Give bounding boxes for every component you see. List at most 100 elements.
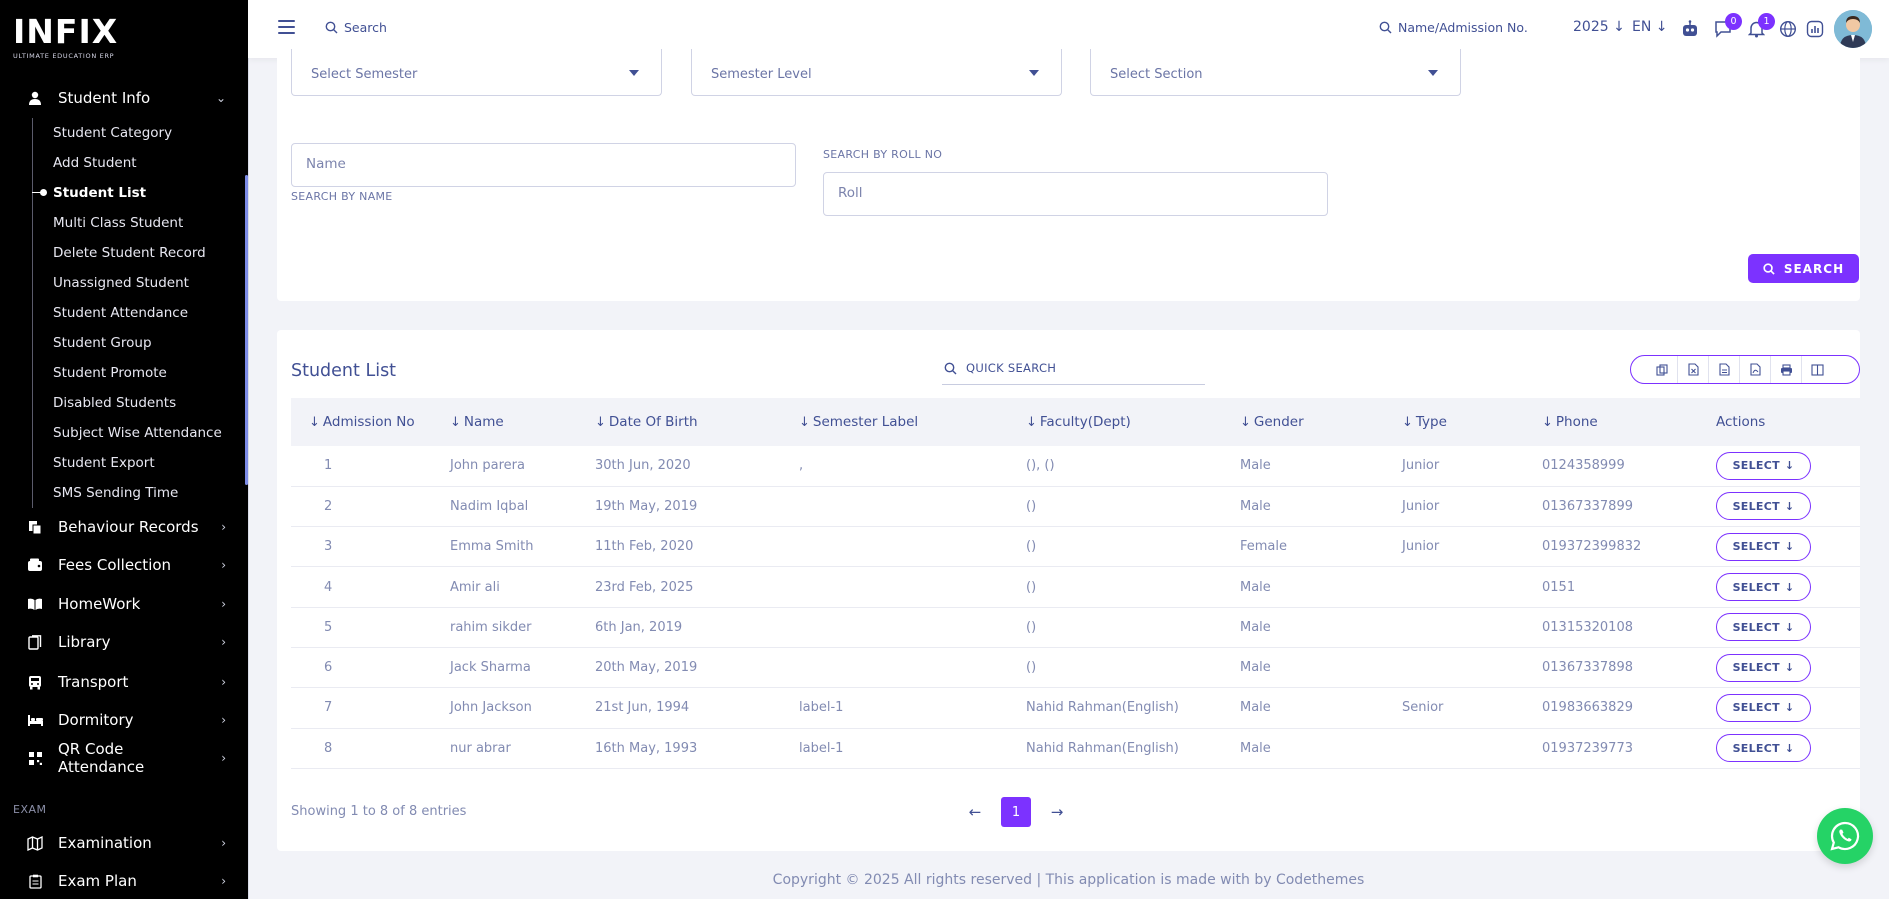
- caret-down-icon: [1428, 70, 1438, 76]
- roll-input[interactable]: Roll: [823, 172, 1328, 216]
- cell-fac: (): [1026, 526, 1240, 568]
- select-action-button[interactable]: SELECT ↓: [1716, 693, 1811, 722]
- column-header[interactable]: ↓ Type: [1402, 398, 1542, 446]
- sidebar-item-dormitory[interactable]: Dormitory ›: [26, 709, 226, 731]
- language-selector[interactable]: EN ↓: [1632, 19, 1668, 35]
- section-select[interactable]: Select Section: [1090, 49, 1461, 96]
- behaviour-icon: [26, 518, 44, 536]
- arrow-down-icon: ↓: [1784, 741, 1795, 755]
- print-icon[interactable]: [1771, 356, 1802, 383]
- year-selector[interactable]: 2025 ↓: [1573, 19, 1625, 35]
- sidebar-subitem[interactable]: Student Export: [53, 455, 155, 471]
- sidebar-subitem[interactable]: Student Category: [53, 125, 173, 141]
- sidebar-subitem[interactable]: Student Attendance: [53, 305, 189, 321]
- analytics-icon[interactable]: [1805, 19, 1825, 39]
- column-header[interactable]: ↓ Date Of Birth: [595, 398, 799, 446]
- sidebar-subitem[interactable]: Student Group: [53, 335, 152, 351]
- sidebar-item-transport[interactable]: Transport ›: [26, 671, 226, 693]
- sidebar-subitem[interactable]: Student Promote: [53, 365, 167, 381]
- search-button[interactable]: SEARCH: [1748, 254, 1859, 283]
- select-action-button[interactable]: SELECT ↓: [1716, 492, 1811, 521]
- pdf-icon[interactable]: [1740, 356, 1771, 383]
- cell-name: rahim sikder: [450, 607, 595, 648]
- cell-gender: Male: [1240, 607, 1402, 648]
- sidebar-item-fees-collection[interactable]: Fees Collection ›: [26, 554, 226, 576]
- sidebar-subitem[interactable]: Multi Class Student: [53, 215, 184, 231]
- sidebar-item-homework[interactable]: HomeWork ›: [26, 593, 226, 615]
- export-button-group: [1630, 355, 1860, 384]
- cell-adm: 6: [291, 647, 450, 689]
- select-action-button[interactable]: SELECT ↓: [1716, 451, 1811, 480]
- sidebar-item-behaviour-records[interactable]: Behaviour Records ›: [26, 516, 226, 538]
- sidebar-subitem[interactable]: Subject Wise Attendance: [53, 425, 222, 441]
- sidebar-subitem[interactable]: Unassigned Student: [53, 275, 189, 291]
- column-header[interactable]: ↓ Faculty(Dept): [1026, 398, 1240, 446]
- cell-dob: 19th May, 2019: [595, 486, 799, 528]
- wallet-icon: [26, 556, 44, 574]
- cell-adm: 7: [291, 687, 450, 729]
- cell-fac: (): [1026, 486, 1240, 528]
- copy-icon[interactable]: [1647, 356, 1678, 383]
- select-action-label: SELECT: [1732, 741, 1780, 755]
- cell-phone: 01315320108: [1542, 607, 1707, 648]
- cell-adm: 3: [291, 526, 450, 568]
- select-action-button[interactable]: SELECT ↓: [1716, 613, 1811, 642]
- next-page-icon[interactable]: →: [1050, 803, 1064, 821]
- semester-level-select[interactable]: Semester Level: [691, 49, 1062, 96]
- cell-type: [1402, 566, 1542, 608]
- criteria-card: Select Semester Semester Level Select Se…: [277, 49, 1860, 301]
- table-row: 1 John parera 30th Jun, 2020, (), () Male Jun…: [291, 446, 1860, 487]
- sidebar-subitem[interactable]: Add Student: [53, 155, 137, 171]
- arrow-down-icon: ↓: [1655, 19, 1668, 35]
- sidebar-item-qr-code-attendance[interactable]: QR Code Attendance ›: [26, 740, 226, 776]
- admission-search[interactable]: Name/Admission No.: [1379, 20, 1528, 35]
- roll-input-placeholder: Roll: [838, 185, 863, 201]
- csv-icon[interactable]: [1709, 356, 1740, 383]
- cell-name: John Jackson: [450, 687, 595, 729]
- user-avatar[interactable]: [1834, 10, 1872, 48]
- column-header[interactable]: ↓ Gender: [1240, 398, 1402, 446]
- column-header-label: Date Of Birth: [608, 414, 698, 430]
- prev-page-icon[interactable]: ←: [968, 803, 982, 821]
- semester-select[interactable]: Select Semester: [291, 49, 662, 96]
- whatsapp-icon[interactable]: [1817, 808, 1873, 864]
- select-action-button[interactable]: SELECT ↓: [1716, 653, 1811, 682]
- columns-icon[interactable]: [1802, 356, 1833, 383]
- sidebar-item-exam-plan[interactable]: Exam Plan ›: [26, 870, 226, 892]
- column-header[interactable]: ↓ Semester Label: [799, 398, 1026, 446]
- select-action-button[interactable]: SELECT ↓: [1716, 573, 1811, 602]
- sidebar-scrollbar[interactable]: [245, 175, 248, 485]
- cell-gender: Female: [1240, 526, 1402, 568]
- table-row: 6 Jack Sharma 20th May, 2019 () Male 01367337…: [291, 647, 1860, 689]
- sidebar-subitem[interactable]: Disabled Students: [53, 395, 177, 411]
- chat-icon[interactable]: 0: [1713, 13, 1742, 39]
- brand-logo[interactable]: INFIX ULTIMATE EDUCATION ERP: [13, 14, 163, 66]
- column-header[interactable]: ↓ Phone: [1542, 398, 1707, 446]
- menu-toggle-icon[interactable]: [278, 20, 295, 34]
- quick-search-input[interactable]: QUICK SEARCH: [942, 352, 1205, 385]
- bell-icon[interactable]: 1: [1746, 13, 1775, 39]
- excel-icon[interactable]: [1678, 356, 1709, 383]
- name-input[interactable]: Name: [291, 143, 796, 187]
- global-search[interactable]: Search: [325, 20, 387, 35]
- globe-icon[interactable]: [1778, 19, 1798, 39]
- sidebar-subitem[interactable]: Student List: [53, 185, 147, 201]
- table-header-row: ↓ Admission No ↓ Name ↓ Date Of Birth ↓ Semeste…: [291, 398, 1860, 446]
- select-action-button[interactable]: SELECT ↓: [1716, 734, 1811, 763]
- select-action-button[interactable]: SELECT ↓: [1716, 532, 1811, 561]
- cell-actions: SELECT ↓: [1707, 526, 1860, 568]
- cell-actions: SELECT ↓: [1707, 728, 1860, 769]
- cell-gender: Male: [1240, 687, 1402, 729]
- sidebar-item-library[interactable]: Library ›: [26, 631, 226, 653]
- cell-dob: 30th Jun, 2020: [595, 446, 799, 487]
- sidebar-item-student-info[interactable]: Student Info ⌄: [26, 87, 226, 109]
- column-header[interactable]: ↓ Name: [450, 398, 595, 446]
- sidebar-subitem[interactable]: Delete Student Record: [53, 245, 206, 261]
- chevron-right-icon: ›: [221, 874, 226, 888]
- robot-icon[interactable]: [1680, 19, 1700, 39]
- column-header[interactable]: ↓ Admission No: [291, 398, 450, 446]
- sidebar-subitem[interactable]: SMS Sending Time: [53, 485, 179, 501]
- cell-phone: 01983663829: [1542, 687, 1707, 729]
- page-button-current[interactable]: 1: [1001, 797, 1031, 827]
- sidebar-item-examination[interactable]: Examination ›: [26, 832, 226, 854]
